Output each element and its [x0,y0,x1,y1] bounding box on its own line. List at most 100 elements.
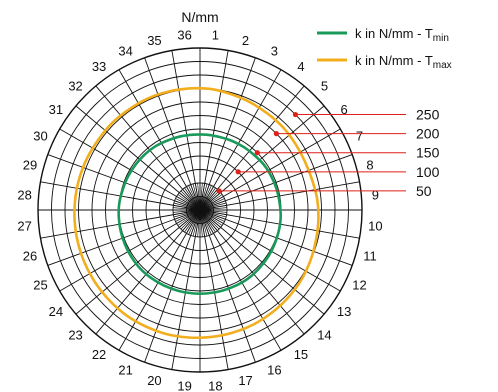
grid-hub-line [199,209,225,222]
data-point-s1-22 [150,277,154,280]
data-point-s2-7 [303,160,306,163]
sector-label-23: 23 [68,327,82,342]
grid-hub-line [199,194,223,211]
data-point-s1-29 [121,188,124,191]
data-point-s1-13 [266,256,269,259]
data-point-s1-31 [134,163,137,166]
data-point-s1-21 [163,284,166,287]
sector-label-27: 27 [17,218,31,233]
data-point-s1-35 [179,135,182,138]
sector-label-35: 35 [147,33,161,48]
data-point-s1-4 [242,146,246,149]
grid-hub-line [197,183,201,211]
data-point-s2-3 [249,101,252,104]
tick-marker-100 [235,169,241,175]
grid-hub-line [190,209,201,236]
data-point-s2-5 [281,126,284,129]
grid-hub-line [177,209,201,226]
data-point-s1-11 [277,230,280,233]
sector-label-3: 3 [271,43,278,58]
sector-label-1: 1 [212,28,219,43]
sector-label-24: 24 [49,304,63,319]
data-point-s2-10 [317,219,320,222]
data-point-s2-34 [146,97,150,100]
sector-label-34: 34 [118,43,132,58]
polar-grid [37,47,363,373]
data-point-s2-20 [165,333,168,336]
data-point-s1-7 [270,175,273,178]
legend-subscript-series-2: max [433,60,452,71]
grid-hub-line [184,209,201,233]
sector-labels: 1 234567891011121314151617181920212223242… [17,28,382,392]
radial-tick-markers: 50 100 150 200 250 [216,107,440,199]
sector-label-29: 29 [23,157,37,172]
grid-hub-line [173,204,201,211]
sector-label-21: 21 [118,363,132,378]
grid-hub-line [175,209,201,222]
data-point-s1-19 [191,292,194,295]
data-point-s2-30 [86,156,89,159]
tick-marker-150 [254,150,260,156]
grid-hub-line [177,194,201,211]
grid-hub-line [199,209,210,236]
grid-hub-line [199,200,226,211]
tick-marker-50 [216,188,222,194]
data-point-s2-22 [125,314,128,317]
data-point-s1-8 [275,188,278,191]
grid-hub-line [199,190,220,211]
data-point-s1-15 [246,277,250,280]
grid-hub-line [174,200,201,211]
grid-hub-line [180,190,201,211]
sector-label-11: 11 [363,249,377,264]
sector-label-2: 2 [242,33,249,48]
legend-text-series-2: k in N/mm - T [355,53,433,68]
data-point-s2-23 [108,299,111,302]
grid-hub-line [199,209,206,237]
data-point-s2-13 [299,279,302,282]
grid-hub-line [179,192,201,211]
data-point-s1-1 [205,133,208,136]
sector-label-9: 9 [372,188,379,203]
data-point-s1-28 [118,201,121,205]
sector-label-8: 8 [366,157,373,172]
data-point-s1-33 [154,145,157,148]
data-point-s2-14 [286,296,289,299]
data-point-s1-20 [177,289,180,292]
data-point-s2-32 [111,121,114,124]
grid-hub-line [199,192,221,211]
grid-hub-line [173,209,201,218]
data-point-s1-36 [192,133,195,136]
grid-hub-line [199,207,227,211]
sector-label-10: 10 [368,218,382,233]
grid-hub-line [199,184,210,211]
data-point-s2-21 [144,325,147,328]
data-point-s2-19 [187,336,190,339]
tick-marker-250 [292,111,299,118]
data-point-s2-1 [209,87,212,91]
radial-tick-label-50: 50 [416,183,432,199]
grid-hub-line [186,186,201,211]
legend-text-series-1: k in N/mm - T [355,26,433,41]
grid-hub-line [194,209,201,237]
sector-label-22: 22 [92,347,106,362]
series-layer [73,86,320,340]
grid-hub-line [199,209,223,226]
sector-label-18: 18 [208,378,222,392]
radial-tick-label-200: 200 [416,126,440,142]
grid-hub-line [199,209,208,237]
grid-hub-line [173,207,201,211]
legend-label-series-2: k in N/mm - Tmax [355,53,452,71]
data-point-s2-27 [73,219,76,223]
grid-hub-line [199,187,216,211]
sector-label-36: 36 [177,28,191,43]
data-point-s2-31 [97,137,100,141]
data-point-s2-35 [167,90,170,93]
grid-hub-line [199,198,225,211]
data-point-s1-34 [166,139,169,142]
grid-hub-line [199,186,214,211]
grid-hub-line [176,196,201,211]
grid-hub-line [175,198,201,211]
grid-hub-line [199,209,227,216]
grid-hub-line [199,209,218,231]
data-point-s2-4 [266,112,269,115]
